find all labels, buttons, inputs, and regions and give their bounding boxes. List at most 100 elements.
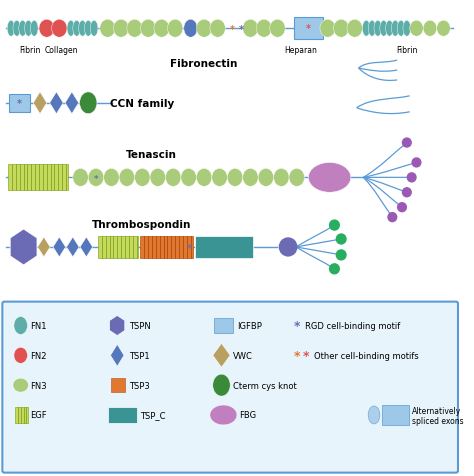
Bar [15, 407, 28, 423]
Text: Fibronectin: Fibronectin [171, 59, 238, 69]
Circle shape [398, 203, 406, 212]
Ellipse shape [256, 20, 272, 38]
Ellipse shape [289, 169, 304, 187]
Text: Other cell-binding motifs: Other cell-binding motifs [314, 351, 419, 360]
Polygon shape [10, 229, 37, 265]
Ellipse shape [30, 21, 38, 37]
Bar [214, 318, 233, 334]
Ellipse shape [437, 21, 450, 37]
Ellipse shape [363, 21, 370, 37]
Polygon shape [110, 345, 124, 367]
Text: Cterm cys knot: Cterm cys knot [233, 381, 297, 390]
Circle shape [402, 188, 411, 198]
Text: Heparan: Heparan [284, 46, 317, 55]
Ellipse shape [374, 21, 382, 37]
Bar [9, 95, 30, 112]
Circle shape [329, 221, 339, 230]
Ellipse shape [73, 169, 88, 187]
Polygon shape [213, 344, 230, 367]
Polygon shape [53, 238, 65, 258]
Text: *: * [293, 319, 300, 332]
Ellipse shape [88, 169, 104, 187]
Circle shape [337, 250, 346, 260]
Ellipse shape [181, 169, 196, 187]
Ellipse shape [165, 169, 181, 187]
Ellipse shape [52, 20, 67, 38]
Polygon shape [66, 238, 79, 258]
Circle shape [329, 264, 339, 274]
Text: Thrombospondin: Thrombospondin [91, 219, 191, 229]
Ellipse shape [243, 20, 258, 38]
Ellipse shape [368, 21, 376, 37]
Ellipse shape [397, 21, 405, 37]
Text: IGFBP: IGFBP [237, 321, 262, 330]
Ellipse shape [100, 20, 115, 38]
Text: Fibrin: Fibrin [396, 46, 418, 55]
Polygon shape [80, 238, 92, 258]
Ellipse shape [184, 20, 197, 38]
Bar [140, 237, 193, 258]
Ellipse shape [14, 317, 27, 335]
Ellipse shape [13, 378, 28, 392]
Polygon shape [33, 93, 47, 115]
Text: *: * [229, 25, 235, 35]
Ellipse shape [39, 20, 55, 38]
Ellipse shape [113, 20, 129, 38]
Ellipse shape [380, 21, 388, 37]
Ellipse shape [119, 169, 135, 187]
Ellipse shape [258, 169, 273, 187]
Text: Fibrin: Fibrin [19, 46, 41, 55]
Ellipse shape [67, 21, 75, 37]
Ellipse shape [196, 169, 212, 187]
Ellipse shape [212, 169, 227, 187]
Ellipse shape [196, 20, 212, 38]
Circle shape [279, 238, 297, 257]
Ellipse shape [135, 169, 150, 187]
Ellipse shape [25, 21, 32, 37]
Text: FBG: FBG [239, 411, 256, 419]
Bar [111, 378, 125, 392]
Polygon shape [37, 238, 50, 258]
Bar [8, 165, 68, 191]
Ellipse shape [309, 163, 351, 193]
Text: Collagen: Collagen [45, 46, 78, 55]
Text: *: * [303, 349, 310, 362]
Ellipse shape [270, 20, 285, 38]
Text: spliced exons: spliced exons [411, 416, 463, 426]
Ellipse shape [227, 169, 243, 187]
Ellipse shape [127, 20, 142, 38]
Circle shape [402, 139, 411, 148]
Ellipse shape [347, 20, 363, 38]
Polygon shape [65, 93, 79, 115]
Ellipse shape [368, 406, 380, 424]
Text: *: * [306, 24, 311, 34]
Polygon shape [50, 93, 63, 115]
Circle shape [337, 235, 346, 245]
Ellipse shape [14, 347, 27, 364]
Ellipse shape [13, 21, 21, 37]
Text: TSP3: TSP3 [129, 381, 150, 390]
Circle shape [407, 174, 416, 182]
Ellipse shape [80, 93, 97, 115]
Ellipse shape [210, 20, 225, 38]
Ellipse shape [423, 21, 437, 37]
Ellipse shape [84, 21, 92, 37]
Bar [195, 237, 253, 258]
Text: EGF: EGF [30, 411, 47, 419]
Ellipse shape [334, 20, 349, 38]
Ellipse shape [243, 169, 258, 187]
Circle shape [412, 159, 421, 168]
Text: *: * [94, 175, 98, 183]
Ellipse shape [385, 21, 393, 37]
Text: Alternatively: Alternatively [411, 407, 461, 416]
Text: *: * [293, 349, 300, 362]
Ellipse shape [320, 20, 336, 38]
Text: CCN family: CCN family [109, 99, 174, 109]
Ellipse shape [410, 21, 423, 37]
Ellipse shape [150, 169, 165, 187]
Ellipse shape [73, 21, 81, 37]
Text: FN2: FN2 [30, 351, 47, 360]
Ellipse shape [403, 21, 410, 37]
Ellipse shape [7, 21, 15, 37]
Text: *: * [239, 25, 244, 35]
